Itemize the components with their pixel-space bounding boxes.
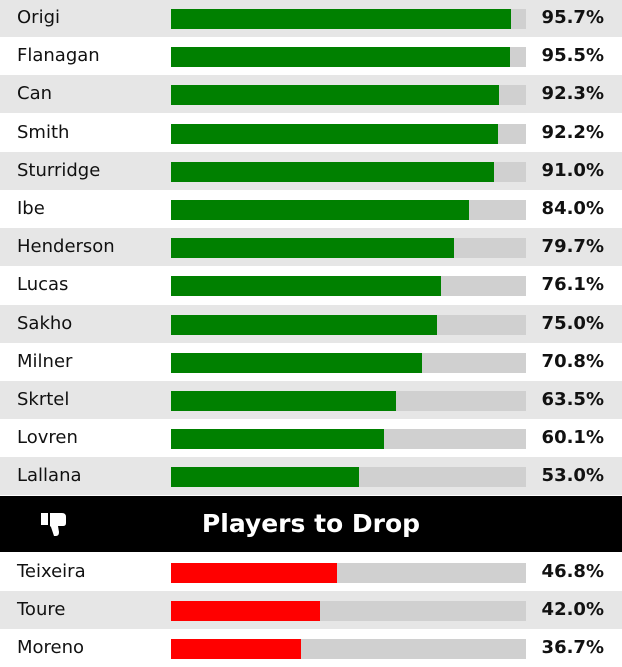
bar-track	[171, 639, 526, 660]
player-row: Can 92.3%	[0, 75, 622, 114]
player-row: Sturridge 91.0%	[0, 151, 622, 190]
player-row: Flanagan 95.5%	[0, 37, 622, 76]
rating-bar	[171, 123, 499, 144]
player-name: Lovren	[17, 427, 78, 449]
player-row: Ibe 84.0%	[0, 190, 622, 228]
rating-value: 92.3%	[541, 83, 604, 105]
rating-value: 53.0%	[541, 465, 604, 487]
thumbs-down-icon	[41, 513, 66, 536]
bar-track	[171, 563, 526, 583]
player-name: Moreno	[17, 637, 85, 659]
rating-value: 92.2%	[541, 121, 604, 143]
drop-section-header: Players to Drop	[0, 496, 622, 552]
player-row: Skrtel 63.5%	[0, 381, 622, 419]
bar-track	[171, 47, 526, 68]
bar-track	[171, 352, 526, 373]
rating-bar	[171, 276, 442, 297]
player-name: Skrtel	[17, 389, 70, 410]
rating-value: 46.8%	[541, 561, 604, 582]
rating-value: 75.0%	[541, 312, 604, 334]
rating-bar	[171, 238, 454, 259]
rating-value: 91.0%	[541, 159, 604, 181]
bar-track	[171, 429, 526, 450]
player-row: Moreno 36.7%	[0, 629, 622, 667]
player-name: Smith	[17, 121, 70, 143]
player-name: Can	[17, 83, 53, 105]
rating-bar	[171, 563, 338, 583]
player-name: Origi	[17, 7, 60, 28]
drop-section-title: Players to Drop	[201, 509, 421, 538]
rating-bar	[171, 9, 511, 29]
rating-bar	[171, 352, 423, 373]
player-row: Henderson 79.7%	[0, 228, 622, 267]
player-row: Origi 95.7%	[0, 0, 622, 37]
rating-bar	[171, 639, 302, 660]
player-row: Smith 92.2%	[0, 113, 622, 152]
rating-bar	[171, 47, 511, 68]
bar-track	[171, 85, 526, 106]
rating-bar	[171, 467, 360, 488]
rating-value: 84.0%	[541, 198, 604, 219]
bar-track	[171, 314, 526, 335]
player-row: Teixeira 46.8%	[0, 553, 622, 591]
player-name: Teixeira	[17, 561, 86, 582]
bar-track	[171, 391, 526, 411]
rating-bar	[171, 161, 495, 182]
bar-track	[171, 238, 526, 259]
bar-track	[171, 200, 526, 220]
rating-bar	[171, 314, 438, 335]
rating-bar	[171, 85, 499, 106]
bar-track	[171, 467, 526, 488]
player-name: Henderson	[17, 236, 115, 258]
player-name: Ibe	[17, 198, 45, 219]
player-name: Sturridge	[17, 159, 101, 181]
rating-value: 79.7%	[541, 236, 604, 258]
player-name: Lucas	[17, 274, 69, 296]
player-row: Lallana 53.0%	[0, 457, 622, 496]
rating-value: 70.8%	[541, 350, 604, 372]
bar-track	[171, 9, 526, 29]
player-name: Milner	[17, 350, 73, 372]
rating-value: 42.0%	[541, 599, 604, 621]
player-name: Lallana	[17, 465, 82, 487]
player-row: Sakho 75.0%	[0, 304, 622, 343]
rating-value: 36.7%	[541, 637, 604, 659]
rating-value: 63.5%	[541, 389, 604, 410]
rating-value: 76.1%	[541, 274, 604, 296]
player-row: Lovren 60.1%	[0, 419, 622, 458]
player-row: Milner 70.8%	[0, 342, 622, 381]
player-name: Sakho	[17, 312, 73, 334]
player-row: Lucas 76.1%	[0, 266, 622, 305]
rating-bar	[171, 391, 397, 411]
rating-bar	[171, 200, 470, 220]
rating-value: 95.5%	[541, 45, 604, 67]
bar-track	[171, 601, 526, 622]
player-name: Flanagan	[17, 45, 100, 67]
bar-track	[171, 123, 526, 144]
bar-track	[171, 161, 526, 182]
bar-track	[171, 276, 526, 297]
rating-value: 95.7%	[541, 7, 604, 28]
player-name: Toure	[17, 599, 66, 621]
rating-bar	[171, 429, 385, 450]
player-row: Toure 42.0%	[0, 591, 622, 630]
rating-value: 60.1%	[541, 427, 604, 449]
rating-bar	[171, 601, 321, 622]
